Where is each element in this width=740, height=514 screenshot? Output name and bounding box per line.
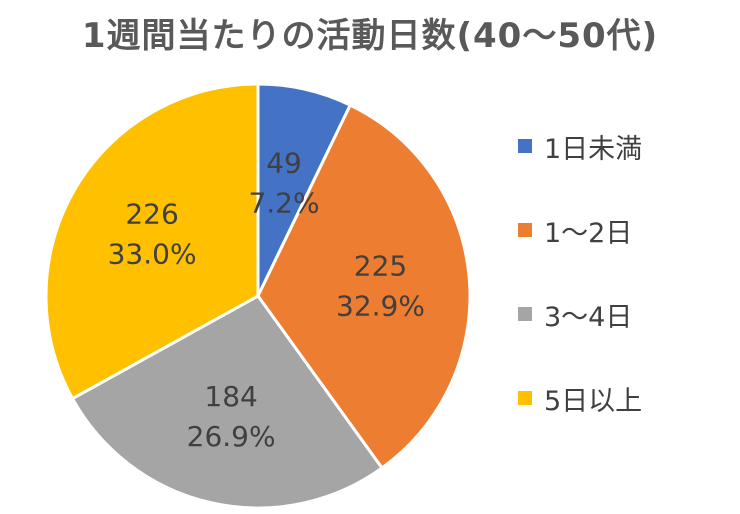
slice-percent-label: 32.9% <box>336 289 425 322</box>
slice-value-label: 184 <box>204 380 257 413</box>
slice-percent-label: 26.9% <box>187 420 276 453</box>
pie-slice-4 <box>44 82 260 401</box>
slice-percent-label: 7.2% <box>248 186 319 219</box>
slice-percent-label: 33.0% <box>108 238 197 271</box>
legend-item: 1～2日 <box>518 212 633 249</box>
slice-value-label: 49 <box>266 146 302 179</box>
pie-slice-3 <box>70 294 385 510</box>
chart-title: 1週間当たりの活動日数(40～50代) <box>81 16 659 56</box>
pie-slice-2 <box>256 103 472 471</box>
slice-value-label: 226 <box>125 198 178 231</box>
legend-swatch <box>518 307 532 321</box>
legend-label: 3～4日 <box>544 301 633 333</box>
slice-value-label: 225 <box>354 249 407 282</box>
legend-swatch <box>518 391 532 405</box>
legend-item: 5日以上 <box>518 380 643 417</box>
legend-label: 1日未満 <box>544 133 643 165</box>
legend-swatch <box>518 139 532 153</box>
legend-label: 1～2日 <box>544 217 633 249</box>
legend-label: 5日以上 <box>544 385 643 417</box>
legend-swatch <box>518 223 532 237</box>
legend-item: 3～4日 <box>518 296 633 333</box>
legend-item: 1日未満 <box>518 128 643 165</box>
